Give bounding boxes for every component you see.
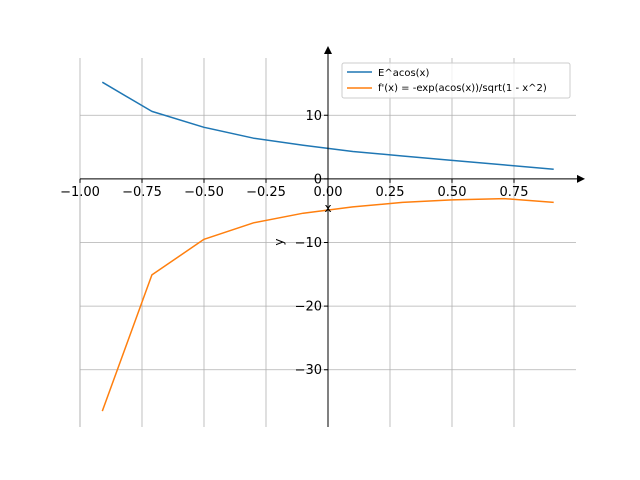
y-tick-label-2: −10 (295, 236, 322, 251)
x-tick-label-2: −0.50 (184, 185, 224, 200)
axes (80, 46, 585, 427)
legend-box (341, 62, 571, 99)
legend-label-1: f'(x) = -exp(acos(x))/sqrt(1 - x^2) (378, 83, 547, 94)
x-tick-label-5: 0.25 (376, 185, 405, 200)
y-tick-label-0: −30 (295, 363, 322, 378)
y-tick-label-1: −20 (295, 300, 322, 315)
ticks: −1.00 −0.75 −0.50 −0.25 0.00 0.25 0.50 0.75 −30 −… (60, 109, 528, 378)
x-tick-label-6: 0.50 (438, 185, 467, 200)
y-tick-label-3: 0 (314, 172, 322, 187)
y-axis-arrow (324, 46, 332, 54)
x-tick-label-3: −0.25 (246, 185, 286, 200)
y-tick-label-4: 10 (305, 109, 322, 124)
x-tick-label-0: −1.00 (60, 185, 100, 200)
legend-label-0: E^acos(x) (378, 68, 429, 79)
legend: E^acos(x) f'(x) = -exp(acos(x))/sqrt(1 -… (341, 62, 571, 99)
x-axis-label: x (324, 201, 331, 215)
x-axis-arrow (577, 174, 585, 183)
x-tick-label-4: 0.00 (314, 185, 343, 200)
y-axis-label: y (272, 238, 286, 245)
x-tick-label-1: −0.75 (122, 185, 162, 200)
x-tick-label-7: 0.75 (500, 185, 529, 200)
